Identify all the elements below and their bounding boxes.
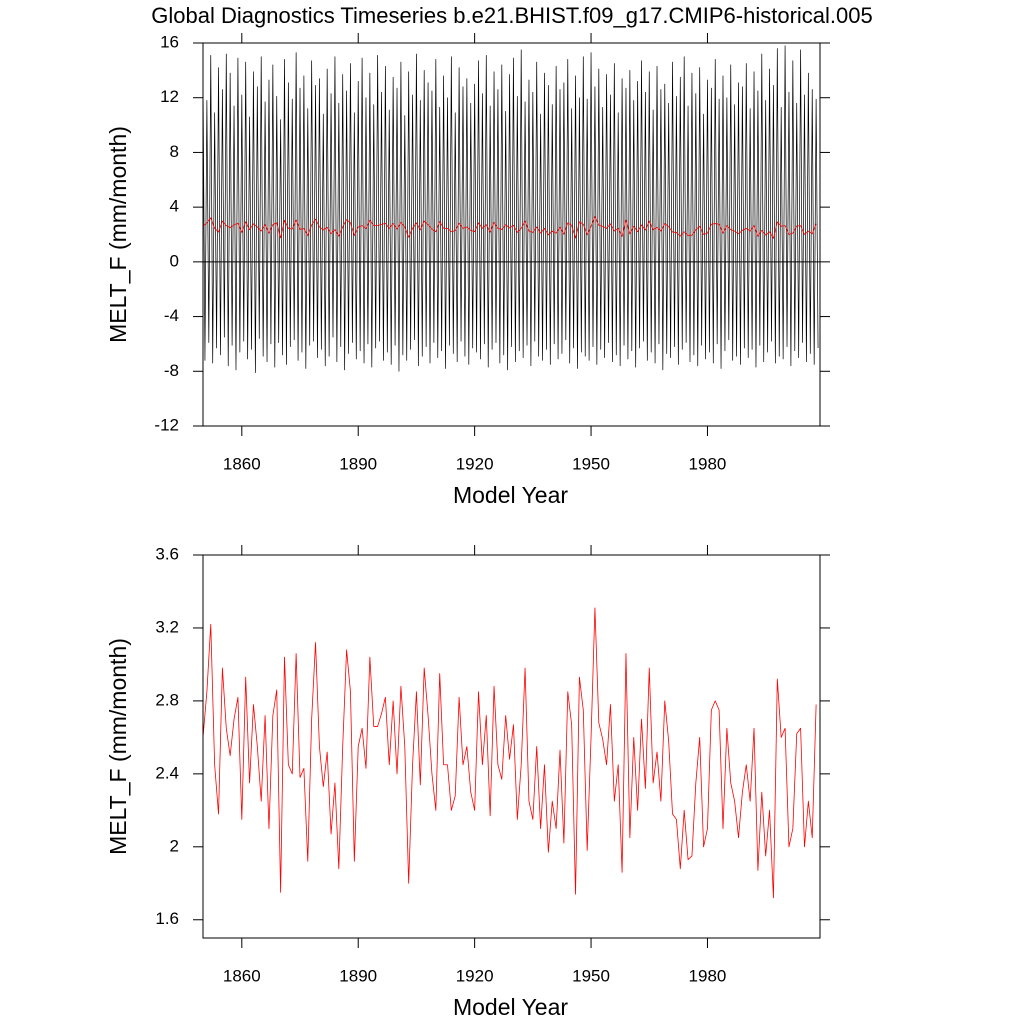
y-tick-label: 0 bbox=[170, 251, 179, 270]
x-tick-label: 1920 bbox=[456, 454, 494, 473]
y-axis-label: MELT_F (mm/month) bbox=[105, 126, 131, 343]
x-tick-label: 1980 bbox=[689, 966, 727, 985]
x-tick-label: 1860 bbox=[223, 966, 261, 985]
x-tick-label: 1890 bbox=[339, 966, 377, 985]
y-tick-label: 16 bbox=[160, 32, 179, 51]
plot-frame bbox=[202, 42, 821, 427]
x-tick-label: 1980 bbox=[689, 454, 727, 473]
y-tick-label: 3.2 bbox=[155, 617, 179, 636]
x-tick-label: 1950 bbox=[572, 966, 610, 985]
x-axis-label: Model Year bbox=[453, 482, 568, 508]
data-line bbox=[203, 607, 817, 899]
x-tick-label: 1860 bbox=[223, 454, 261, 473]
y-tick-label: 12 bbox=[160, 87, 179, 106]
y-tick-label: 2 bbox=[170, 836, 179, 855]
x-tick-label: 1890 bbox=[339, 454, 377, 473]
y-tick-label: -4 bbox=[164, 306, 179, 325]
y-tick-label: -12 bbox=[154, 415, 179, 434]
plot-area bbox=[203, 607, 817, 899]
plot-area bbox=[203, 45, 820, 373]
plot-frame bbox=[202, 554, 821, 939]
x-tick-label: 1950 bbox=[572, 454, 610, 473]
data-line bbox=[203, 45, 819, 373]
chart-title: Global Diagnostics Timeseries b.e21.BHIS… bbox=[151, 3, 872, 28]
y-tick-label: 8 bbox=[170, 142, 179, 161]
y-tick-label: 3.6 bbox=[155, 544, 179, 563]
y-tick-label: 1.6 bbox=[155, 909, 179, 928]
x-tick-label: 1920 bbox=[456, 966, 494, 985]
y-tick-label: 2.8 bbox=[155, 690, 179, 709]
data-line bbox=[203, 216, 817, 239]
y-axis-label: MELT_F (mm/month) bbox=[105, 638, 131, 855]
y-tick-label: 4 bbox=[170, 197, 179, 216]
y-tick-label: -8 bbox=[164, 361, 179, 380]
y-tick-label: 2.4 bbox=[155, 763, 179, 782]
x-axis-label: Model Year bbox=[453, 994, 568, 1020]
